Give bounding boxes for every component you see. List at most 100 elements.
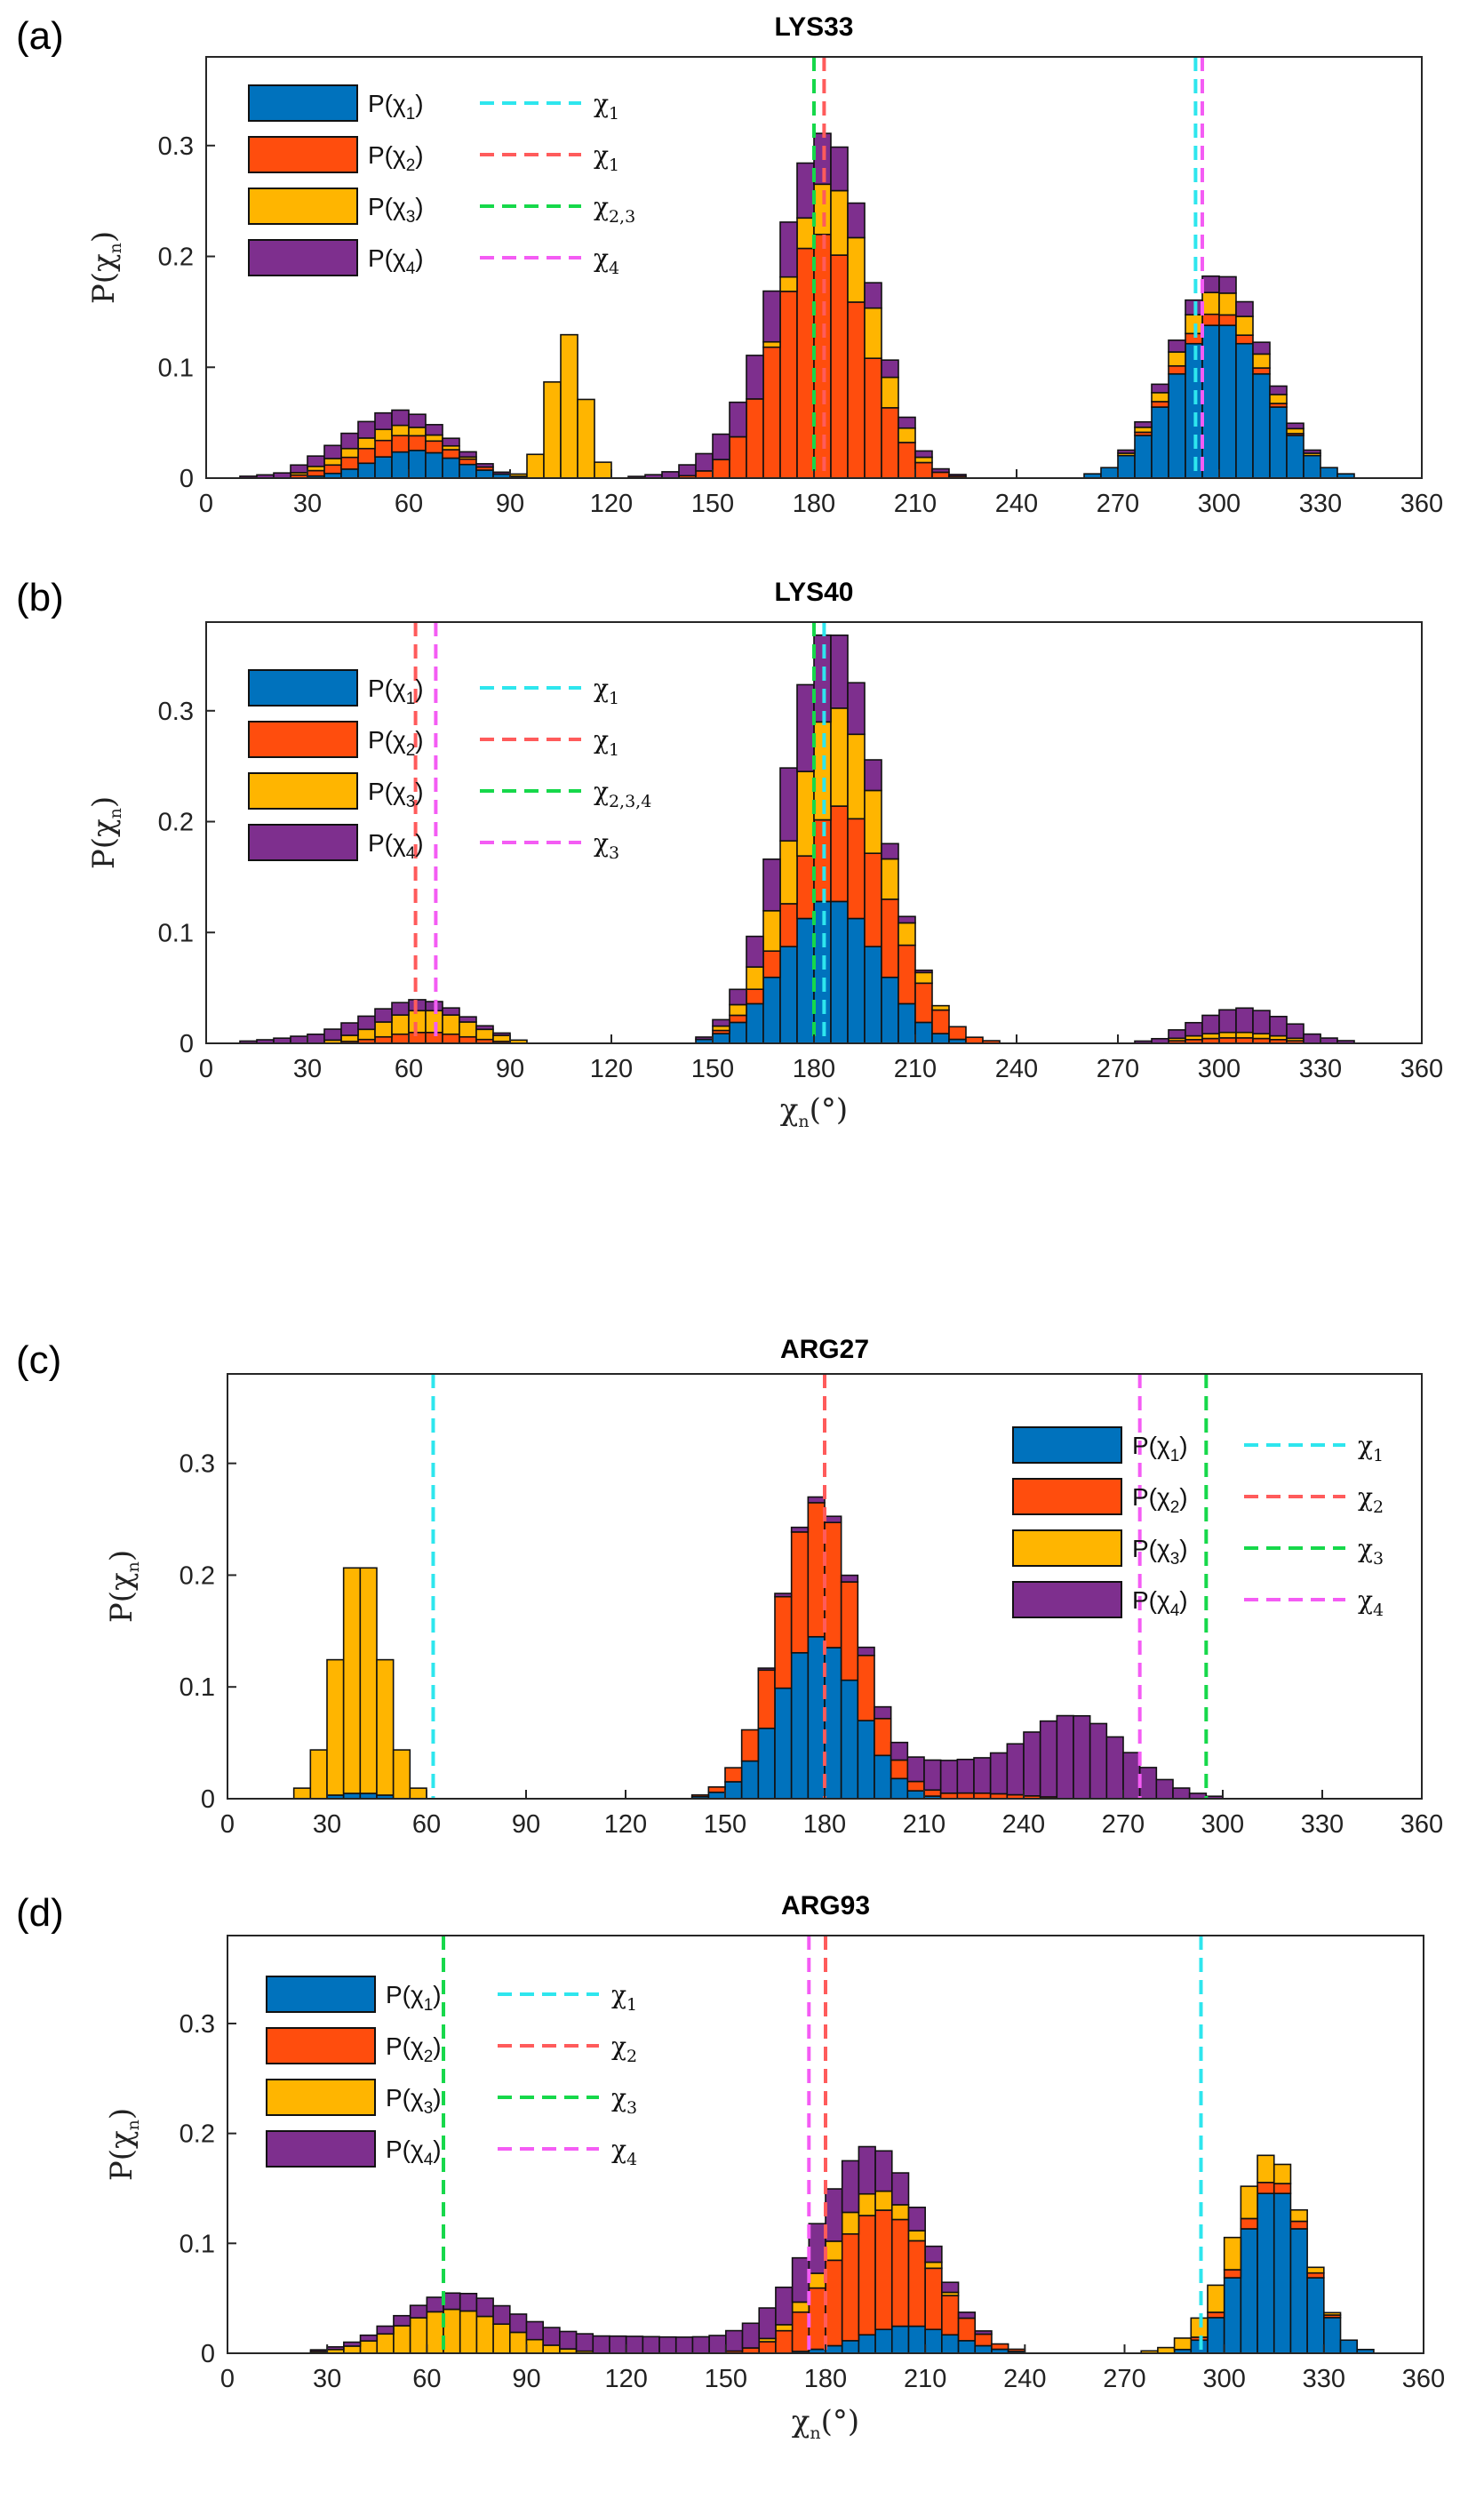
legend-swatch-P(χ2): [1012, 1478, 1122, 1515]
legend-bar-label: P(χ3): [368, 193, 424, 227]
bar: [1138, 1767, 1158, 1800]
bar: [907, 2325, 926, 2354]
bar: [841, 2211, 860, 2235]
bar: [874, 1705, 892, 1720]
bar: [874, 2190, 893, 2211]
bar: [408, 427, 427, 437]
legend-line-label: χ2,3,4: [594, 777, 651, 811]
y-tick-label: 0.3: [158, 132, 194, 161]
bar: [796, 162, 815, 220]
bar: [443, 2292, 461, 2311]
bar: [1286, 435, 1304, 479]
bar: [923, 1759, 942, 1792]
legend-line-label: χ1: [611, 1980, 637, 2015]
x-tick-label: 270: [1102, 1810, 1145, 1839]
bar: [343, 2341, 362, 2347]
bar: [1240, 2217, 1258, 2230]
bar: [791, 2256, 810, 2303]
bar: [890, 2204, 910, 2221]
x-tick-label: 240: [995, 490, 1038, 518]
legend-line-label: χ2: [1358, 1482, 1384, 1517]
chart-title: ARG93: [781, 1891, 870, 1920]
bar: [931, 1004, 950, 1011]
bar: [907, 2207, 926, 2232]
bar: [762, 910, 781, 952]
bar: [1257, 2192, 1275, 2354]
bar: [890, 2218, 910, 2327]
bar: [807, 1496, 826, 1504]
bar: [342, 1567, 362, 1794]
bar: [825, 2240, 843, 2262]
bar: [779, 291, 798, 479]
bar: [492, 2323, 511, 2354]
bar: [762, 290, 781, 343]
bar: [974, 2333, 993, 2347]
bar: [292, 1787, 312, 1800]
bar: [881, 858, 899, 900]
bar: [1252, 1033, 1271, 1040]
bar: [1223, 2236, 1242, 2271]
bar: [1207, 2284, 1225, 2313]
bar: [907, 2230, 926, 2242]
bar: [1252, 341, 1271, 355]
bar: [825, 2259, 843, 2347]
bar: [991, 2343, 1009, 2351]
bar: [661, 471, 680, 479]
bar: [1218, 314, 1237, 326]
legend-swatch-P(χ2): [248, 721, 358, 758]
x-axis-label: χn(°): [780, 1092, 848, 1131]
bar: [543, 381, 562, 479]
bar: [898, 427, 916, 443]
bar: [914, 982, 933, 1024]
bar: [642, 2335, 660, 2354]
bar: [790, 1531, 810, 1654]
bar: [525, 2338, 544, 2354]
bar: [343, 2345, 362, 2354]
chart-lys33: 0 30 60 90 120 150 180 210 240 270 300 330 360 0 0.1 0.…: [86, 12, 1443, 518]
bar: [914, 969, 933, 974]
bar: [442, 1033, 460, 1044]
bar: [391, 435, 410, 453]
bar: [1134, 435, 1153, 479]
bar: [459, 1021, 477, 1038]
bar: [729, 1014, 747, 1024]
bar: [890, 1759, 909, 1780]
x-tick-label: 210: [894, 490, 937, 518]
bar: [1100, 467, 1119, 479]
x-tick-label: 360: [1400, 1055, 1443, 1083]
y-axis-label: P(χn): [104, 1550, 143, 1623]
bar: [746, 1002, 764, 1044]
bar: [340, 456, 359, 470]
x-tick-label: 0: [220, 2365, 235, 2393]
bar: [575, 2333, 594, 2352]
bar: [791, 2311, 810, 2352]
bar: [1269, 406, 1288, 479]
bar: [708, 2335, 727, 2354]
legend-bar-label: P(χ2): [368, 726, 424, 760]
bar: [492, 2304, 511, 2325]
bar: [864, 852, 882, 947]
bar: [847, 917, 866, 1044]
bar: [326, 1658, 345, 1796]
y-tick-label: 0.2: [158, 809, 194, 837]
bar: [779, 946, 798, 1044]
bar: [560, 333, 578, 479]
x-tick-label: 30: [313, 2365, 341, 2393]
bar: [357, 437, 376, 450]
x-tick-label: 90: [496, 490, 524, 518]
bar: [674, 2336, 694, 2354]
bar: [774, 1595, 793, 1689]
bar: [864, 357, 882, 479]
x-tick-label: 210: [903, 1810, 945, 1839]
series-P(χ3): [292, 1567, 427, 1800]
bar: [290, 1035, 308, 1044]
bar: [1134, 427, 1153, 434]
bar: [391, 1002, 410, 1016]
bar: [790, 1651, 810, 1800]
bar-series-group: [239, 132, 1355, 479]
bar: [775, 2324, 794, 2332]
x-tick-label: 330: [1303, 2365, 1345, 2393]
bar: [290, 464, 308, 474]
bar: [796, 683, 815, 772]
bar: [874, 2328, 893, 2354]
